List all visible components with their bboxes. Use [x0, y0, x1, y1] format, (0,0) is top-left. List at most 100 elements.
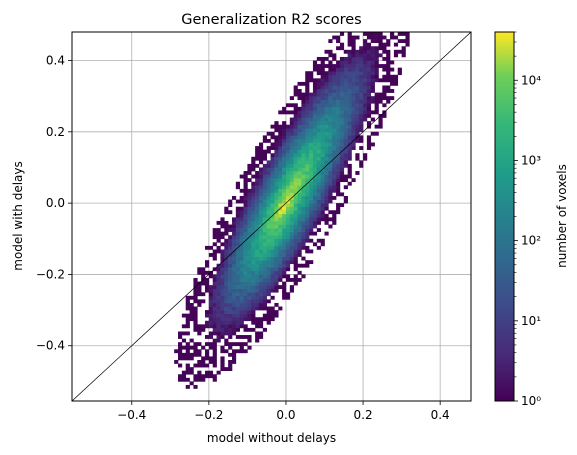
heatmap-cell [247, 338, 252, 343]
heatmap-cell [262, 171, 267, 175]
heatmap-cell [401, 39, 406, 43]
colorbar-tick-label: 10³ [521, 153, 541, 167]
heatmap-cell [305, 110, 310, 115]
heatmap-cell [235, 263, 240, 268]
heatmap-cell [386, 56, 391, 61]
colorbar [494, 31, 515, 402]
heatmap-cell [278, 263, 283, 268]
heatmap-cell [289, 110, 294, 115]
heatmap-cell [251, 217, 256, 222]
heatmap-cell [320, 196, 325, 200]
heatmap-cell [320, 160, 325, 165]
heatmap-cell [374, 96, 379, 101]
heatmap-cell [178, 335, 183, 339]
heatmap-cell [328, 210, 333, 215]
heatmap-cell [197, 352, 202, 357]
heatmap-cell [201, 324, 206, 329]
heatmap-cell [324, 181, 329, 186]
heatmap-cell [316, 185, 321, 190]
heatmap-cell [278, 196, 283, 200]
heatmap-cell [235, 327, 240, 332]
heatmap-cell [309, 171, 314, 175]
heatmap-cell [363, 117, 368, 122]
heatmap-cell [239, 295, 244, 300]
heatmap-cell [366, 99, 372, 104]
heatmap-cell [316, 124, 321, 129]
heatmap-cell [228, 263, 233, 268]
heatmap-cell [289, 253, 294, 257]
heatmap-cell [293, 274, 298, 279]
heatmap-cell [351, 106, 356, 111]
heatmap-cell [255, 153, 260, 158]
heatmap-cell [208, 360, 214, 364]
heatmap-cell [328, 64, 333, 68]
heatmap-cell [243, 256, 248, 261]
heatmap-cell [278, 217, 283, 222]
heatmap-cell [193, 320, 198, 325]
heatmap-cell [243, 174, 248, 179]
heatmap-cell [324, 128, 329, 133]
heatmap-cell [332, 74, 337, 79]
heatmap-cell [285, 188, 291, 193]
heatmap-cell [316, 181, 321, 186]
heatmap-cell [262, 285, 267, 289]
heatmap-cell [274, 278, 279, 282]
heatmap-cell [220, 217, 225, 222]
heatmap-cell [258, 317, 264, 322]
heatmap-cell [289, 178, 294, 183]
heatmap-cell [297, 128, 302, 133]
heatmap-cell [293, 185, 298, 190]
heatmap-cell [274, 242, 279, 247]
heatmap-cell [212, 327, 217, 332]
heatmap-cell [239, 210, 244, 215]
heatmap-cell [231, 242, 237, 247]
heatmap-cell [243, 196, 248, 200]
heatmap-cell [251, 228, 256, 232]
heatmap-cell [343, 156, 348, 161]
heatmap-cell [328, 128, 333, 133]
heatmap-cell [297, 160, 302, 165]
heatmap-cell [235, 238, 240, 243]
heatmap-cell [324, 203, 329, 207]
heatmap-cell [266, 196, 271, 200]
heatmap-cell [324, 121, 329, 125]
heatmap-cell [332, 53, 337, 58]
heatmap-cell [270, 274, 275, 279]
heatmap-cell [301, 192, 306, 197]
heatmap-cell [212, 313, 217, 318]
heatmap-cell [378, 96, 383, 101]
heatmap-cell [390, 67, 395, 72]
heatmap-cell [309, 192, 314, 197]
heatmap-cell [320, 124, 325, 129]
heatmap-cell [320, 203, 325, 207]
heatmap-cell [309, 238, 314, 243]
heatmap-cell [258, 192, 264, 197]
heatmap-cell [359, 138, 364, 143]
heatmap-cell [255, 288, 260, 293]
heatmap-cell [397, 32, 402, 36]
heatmap-cell [228, 242, 233, 247]
heatmap-cell [359, 117, 364, 122]
heatmap-cell [282, 270, 287, 275]
heatmap-cell [278, 256, 283, 261]
heatmap-cell [224, 342, 229, 347]
heatmap-cell [193, 281, 198, 286]
heatmap-cell [339, 89, 345, 93]
heatmap-cell [262, 238, 267, 243]
heatmap-cell [359, 106, 364, 111]
heatmap-cell [285, 238, 291, 243]
heatmap-cell [305, 235, 310, 240]
heatmap-cell [235, 310, 240, 314]
heatmap-cell [336, 206, 341, 211]
heatmap-cell [289, 285, 294, 289]
heatmap-cell [305, 124, 310, 129]
colorbar-tick-label: 10⁰ [521, 394, 541, 408]
heatmap-cell [289, 220, 294, 225]
heatmap-cell [355, 53, 360, 58]
heatmap-cell [309, 196, 314, 200]
heatmap-cell [297, 114, 302, 118]
heatmap-cell [347, 181, 352, 186]
heatmap-cell [235, 206, 240, 211]
heatmap-cell [366, 42, 372, 47]
heatmap-cell [309, 160, 314, 165]
